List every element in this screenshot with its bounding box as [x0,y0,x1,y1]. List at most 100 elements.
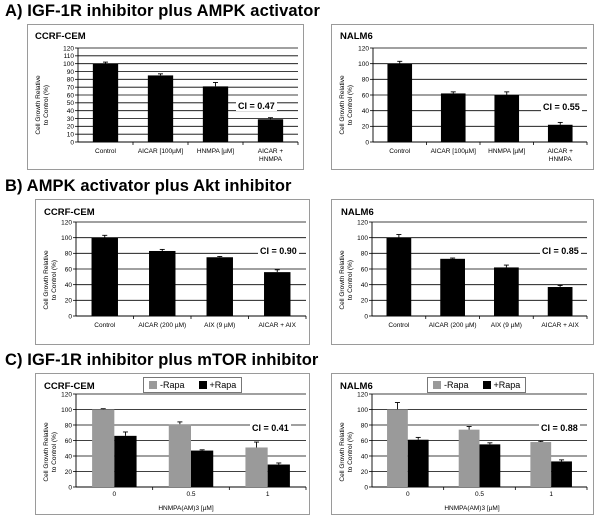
x-tick-label: AICAR + AIX [541,322,579,329]
y-axis-label: Cell Growth Relative to Control (%) [339,422,354,482]
x-tick-label: 1 [549,491,553,498]
error-bar [217,256,223,258]
y-axis-label: Cell Growth Relative to Control (%) [43,422,58,482]
y-tick-label: 10 [67,131,75,138]
x-tick-label: AICAR + AIX [259,322,297,329]
x-axis-title: HNMPA(AM)3 [µM] [444,505,500,512]
y-tick-label: 120 [358,45,369,52]
y-tick-label: 110 [64,53,75,60]
y-tick-label: 120 [63,45,74,52]
y-tick-label: 60 [362,92,370,99]
bar [206,257,233,316]
panel-title: NALM6 [340,381,373,392]
y-tick-label: 120 [357,219,368,226]
bar [168,424,191,487]
bar-chart: 0 20 40 60 80 100 120 0 0.5 1 [61,391,307,498]
x-tick-label: 0 [113,491,117,498]
x-tick-label: AIX (9 µM) [204,322,235,329]
error-bar [557,284,563,288]
y-tick-label: 40 [361,282,369,289]
bar [264,272,291,316]
bar [458,429,480,487]
panel-title: NALM6 [340,31,373,42]
error-bar [503,264,509,268]
x-tick-label: HNMPA [µM] [197,148,234,155]
bar [386,237,412,316]
x-tick-label: Control [94,322,116,329]
y-tick-label: 60 [361,266,369,273]
ci-annotation: CI = 0.47 [236,101,277,111]
y-tick-label: 80 [362,77,370,84]
panel-title: NALM6 [341,207,374,218]
ci-annotation: CI = 0.90 [258,246,299,256]
y-tick-label: 80 [65,422,73,429]
y-tick-label: 90 [67,69,75,76]
y-tick-label: 60 [65,438,73,445]
y-tick-label: 40 [362,108,370,115]
x-tick-label: 0.5 [475,491,484,498]
y-tick-label: 0 [70,139,74,146]
x-tick-label: AICAR (200 µM) [138,322,186,329]
legend-label: +Rapa [209,380,237,390]
y-tick-label: 0 [68,484,72,491]
error-bar [396,234,402,238]
error-bar [397,60,403,64]
y-tick-label: 40 [361,453,369,460]
chart-panel-b-ccrf-cem: CCRF-CEM Cell Growth Relative to Control … [35,199,310,345]
y-tick-label: 20 [361,469,369,476]
ci-annotation: CI = 0.41 [250,423,291,433]
y-tick-label: 120 [357,391,368,398]
x-tick-label: HNMPA [549,156,573,163]
error-bar [557,121,563,125]
bar [257,119,284,142]
bar [147,75,174,142]
bar [547,124,573,142]
chart-panel-a-nalm6: NALM6 Cell Growth Relative to Control (%)… [331,24,594,170]
y-tick-label: 60 [361,438,369,445]
y-tick-label: 100 [61,235,72,242]
bar [202,86,229,142]
y-axis-label: Cell Growth Relative to Control (%) [339,250,354,310]
legend-swatch-black [482,381,491,389]
y-tick-label: 120 [61,391,72,398]
y-tick-label: 20 [65,298,73,305]
x-tick-label: HNMPA [259,156,283,163]
y-tick-label: 20 [67,124,75,131]
y-tick-label: 100 [357,407,368,414]
x-tick-label: 0 [406,491,410,498]
y-tick-label: 80 [361,422,369,429]
bar [245,447,268,487]
chart-legend: -Rapa +Rapa [143,377,243,393]
y-tick-label: 40 [67,108,75,115]
legend-swatch-black [198,381,207,389]
ci-annotation: CI = 0.55 [541,102,582,112]
y-axis-label: Cell Growth Relative to Control (%) [43,250,58,310]
y-axis-label: Cell Growth Relative to Control (%) [35,75,50,135]
bar [387,63,413,142]
bar-chart: 0 20 40 60 80 100 120 Control AICAR [100µM] HNMPA… [358,45,588,163]
error-bar [466,426,472,430]
bar [494,267,519,316]
x-tick-label: 1 [266,491,270,498]
bar [267,464,290,487]
error-bar [159,248,165,251]
error-bar [100,408,106,410]
y-tick-label: 120 [61,219,72,226]
bar [92,409,115,487]
error-bar [450,91,456,94]
error-bar [504,91,510,95]
section-title-a: A) IGF-1R inhibitor plus AMPK activator [5,2,320,20]
error-bar [199,449,205,451]
legend-item: +Rapa [198,380,237,390]
chart-panel-c-nalm6: NALM6 Cell Growth Relative to Control (%)… [331,373,594,515]
panel-title: CCRF-CEM [44,207,95,218]
y-tick-label: 60 [65,266,73,273]
error-bar [213,82,218,87]
error-bar [274,269,280,273]
bar [440,258,465,316]
y-tick-label: 70 [67,84,75,91]
error-bar [177,421,183,425]
legend-swatch-grey [433,381,441,389]
bar [407,439,429,487]
